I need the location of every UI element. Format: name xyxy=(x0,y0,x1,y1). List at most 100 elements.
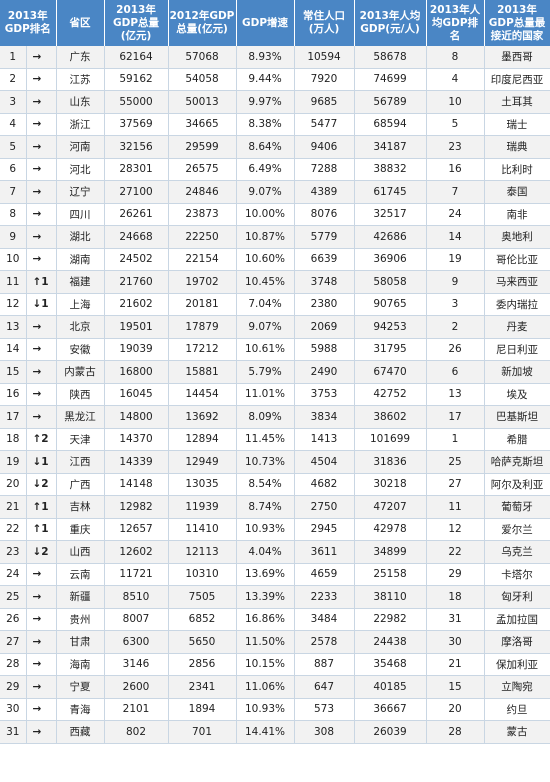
growth-cell: 6.49% xyxy=(236,158,295,181)
gdp-2012-cell: 11410 xyxy=(168,518,237,541)
header-country: 2013年GDP总量最接近的国家 xyxy=(484,0,550,46)
per-capita-rank-cell: 22 xyxy=(426,540,485,564)
header-per-capita-rank: 2013年人均GDP排名 xyxy=(426,0,485,46)
rank-cell: 2 xyxy=(0,68,27,91)
rank-cell: 25 xyxy=(0,585,27,609)
gdp-2013-cell: 11721 xyxy=(104,563,169,586)
rank-change-cell: → xyxy=(26,720,57,744)
gdp-2012-cell: 22250 xyxy=(168,225,237,249)
growth-cell: 11.45% xyxy=(236,428,295,451)
per-capita-rank-cell: 1 xyxy=(426,428,485,451)
per-capita-rank-cell: 9 xyxy=(426,270,485,294)
per-capita-rank-cell: 5 xyxy=(426,113,485,136)
country-cell: 埃及 xyxy=(484,383,550,406)
rank-change-cell: → xyxy=(26,68,57,91)
rank-cell: 10 xyxy=(0,248,27,271)
population-cell: 2380 xyxy=(294,293,355,316)
population-cell: 1413 xyxy=(294,428,355,451)
province-cell: 宁夏 xyxy=(56,675,105,699)
header-row: 2013年GDP排名 省区 2013年GDP总量(亿元) 2012年GDP总量(… xyxy=(0,0,550,46)
country-cell: 保加利亚 xyxy=(484,653,550,676)
country-cell: 土耳其 xyxy=(484,90,550,114)
rank-cell: 26 xyxy=(0,608,27,631)
rank-cell: 12 xyxy=(0,293,27,316)
rank-change-cell: ↓2 xyxy=(26,473,57,496)
table-row: 18 ↑2 天津 14370 12894 11.45% 1413 101699 1 希腊 xyxy=(0,428,550,451)
population-cell: 647 xyxy=(294,675,355,699)
province-cell: 湖北 xyxy=(56,225,105,249)
rank-change-cell: → xyxy=(26,180,57,204)
rank-change-cell: → xyxy=(26,383,57,406)
growth-cell: 10.93% xyxy=(236,518,295,541)
per-capita-rank-cell: 3 xyxy=(426,293,485,316)
per-capita-rank-cell: 26 xyxy=(426,338,485,361)
growth-cell: 8.74% xyxy=(236,495,295,519)
gdp-2012-cell: 10310 xyxy=(168,563,237,586)
population-cell: 2233 xyxy=(294,585,355,609)
header-gdp-2012: 2012年GDP总量(亿元) xyxy=(168,0,237,46)
per-capita-rank-cell: 13 xyxy=(426,383,485,406)
gdp-2012-cell: 19702 xyxy=(168,270,237,294)
rank-change-cell: ↓2 xyxy=(26,540,57,564)
rank-change-cell: → xyxy=(26,225,57,249)
province-cell: 河北 xyxy=(56,158,105,181)
growth-cell: 13.69% xyxy=(236,563,295,586)
per-capita-cell: 35468 xyxy=(354,653,427,676)
rank-change-cell: ↓1 xyxy=(26,450,57,474)
per-capita-cell: 61745 xyxy=(354,180,427,204)
per-capita-cell: 31795 xyxy=(354,338,427,361)
rank-change-cell: → xyxy=(26,113,57,136)
country-cell: 瑞典 xyxy=(484,135,550,159)
population-cell: 10594 xyxy=(294,46,355,69)
rank-cell: 22 xyxy=(0,518,27,541)
per-capita-cell: 90765 xyxy=(354,293,427,316)
per-capita-cell: 56789 xyxy=(354,90,427,114)
population-cell: 5988 xyxy=(294,338,355,361)
population-cell: 3834 xyxy=(294,405,355,429)
rank-cell: 30 xyxy=(0,698,27,721)
population-cell: 2945 xyxy=(294,518,355,541)
growth-cell: 10.45% xyxy=(236,270,295,294)
rank-change-cell: → xyxy=(26,653,57,676)
growth-cell: 8.54% xyxy=(236,473,295,496)
province-cell: 上海 xyxy=(56,293,105,316)
population-cell: 887 xyxy=(294,653,355,676)
rank-cell: 11 xyxy=(0,270,27,294)
province-cell: 内蒙古 xyxy=(56,360,105,384)
rank-change-cell: → xyxy=(26,675,57,699)
country-cell: 巴基斯坦 xyxy=(484,405,550,429)
per-capita-rank-cell: 24 xyxy=(426,203,485,226)
growth-cell: 8.93% xyxy=(236,46,295,69)
population-cell: 7288 xyxy=(294,158,355,181)
growth-cell: 14.41% xyxy=(236,720,295,744)
table-row: 24 → 云南 11721 10310 13.69% 4659 25158 29 卡塔尔 xyxy=(0,563,550,586)
gdp-2012-cell: 2856 xyxy=(168,653,237,676)
per-capita-cell: 38832 xyxy=(354,158,427,181)
growth-cell: 10.00% xyxy=(236,203,295,226)
per-capita-cell: 42686 xyxy=(354,225,427,249)
gdp-2013-cell: 59162 xyxy=(104,68,169,91)
country-cell: 卡塔尔 xyxy=(484,563,550,586)
per-capita-cell: 67470 xyxy=(354,360,427,384)
country-cell: 阿尔及利亚 xyxy=(484,473,550,496)
rank-cell: 23 xyxy=(0,540,27,564)
country-cell: 哈萨克斯坦 xyxy=(484,450,550,474)
gdp-2012-cell: 1894 xyxy=(168,698,237,721)
gdp-2013-cell: 8007 xyxy=(104,608,169,631)
gdp-2012-cell: 17212 xyxy=(168,338,237,361)
table-row: 28 → 海南 3146 2856 10.15% 887 35468 21 保加利亚 xyxy=(0,653,550,676)
province-cell: 海南 xyxy=(56,653,105,676)
country-cell: 新加坡 xyxy=(484,360,550,384)
rank-change-cell: ↑1 xyxy=(26,518,57,541)
population-cell: 5779 xyxy=(294,225,355,249)
rank-cell: 13 xyxy=(0,315,27,339)
rank-change-cell: → xyxy=(26,630,57,654)
country-cell: 印度尼西亚 xyxy=(484,68,550,91)
gdp-2012-cell: 701 xyxy=(168,720,237,744)
rank-change-cell: → xyxy=(26,203,57,226)
province-cell: 广东 xyxy=(56,46,105,69)
rank-change-cell: ↓1 xyxy=(26,293,57,316)
table-row: 23 ↓2 山西 12602 12113 4.04% 3611 34899 22 乌克兰 xyxy=(0,540,550,564)
per-capita-rank-cell: 2 xyxy=(426,315,485,339)
per-capita-rank-cell: 11 xyxy=(426,495,485,519)
